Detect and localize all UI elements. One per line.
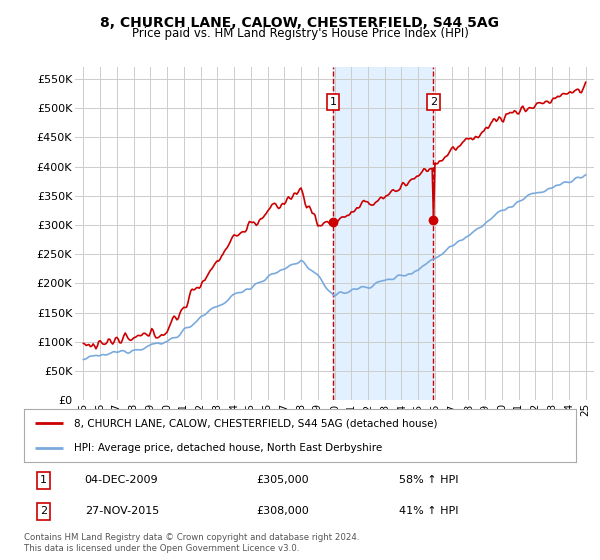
Text: Price paid vs. HM Land Registry's House Price Index (HPI): Price paid vs. HM Land Registry's House … xyxy=(131,27,469,40)
Text: 8, CHURCH LANE, CALOW, CHESTERFIELD, S44 5AG (detached house): 8, CHURCH LANE, CALOW, CHESTERFIELD, S44… xyxy=(74,418,437,428)
Text: 2: 2 xyxy=(40,506,47,516)
Text: 27-NOV-2015: 27-NOV-2015 xyxy=(85,506,159,516)
Text: £305,000: £305,000 xyxy=(256,475,308,486)
Text: £308,000: £308,000 xyxy=(256,506,308,516)
Text: 8, CHURCH LANE, CALOW, CHESTERFIELD, S44 5AG: 8, CHURCH LANE, CALOW, CHESTERFIELD, S44… xyxy=(101,16,499,30)
Text: 1: 1 xyxy=(40,475,47,486)
Text: 58% ↑ HPI: 58% ↑ HPI xyxy=(400,475,459,486)
Bar xyxy=(333,67,433,400)
Text: Contains HM Land Registry data © Crown copyright and database right 2024.
This d: Contains HM Land Registry data © Crown c… xyxy=(24,533,359,553)
Text: 41% ↑ HPI: 41% ↑ HPI xyxy=(400,506,459,516)
Text: 04-DEC-2009: 04-DEC-2009 xyxy=(85,475,158,486)
Text: 1: 1 xyxy=(329,97,337,108)
Text: HPI: Average price, detached house, North East Derbyshire: HPI: Average price, detached house, Nort… xyxy=(74,442,382,452)
Text: 2: 2 xyxy=(430,97,437,108)
